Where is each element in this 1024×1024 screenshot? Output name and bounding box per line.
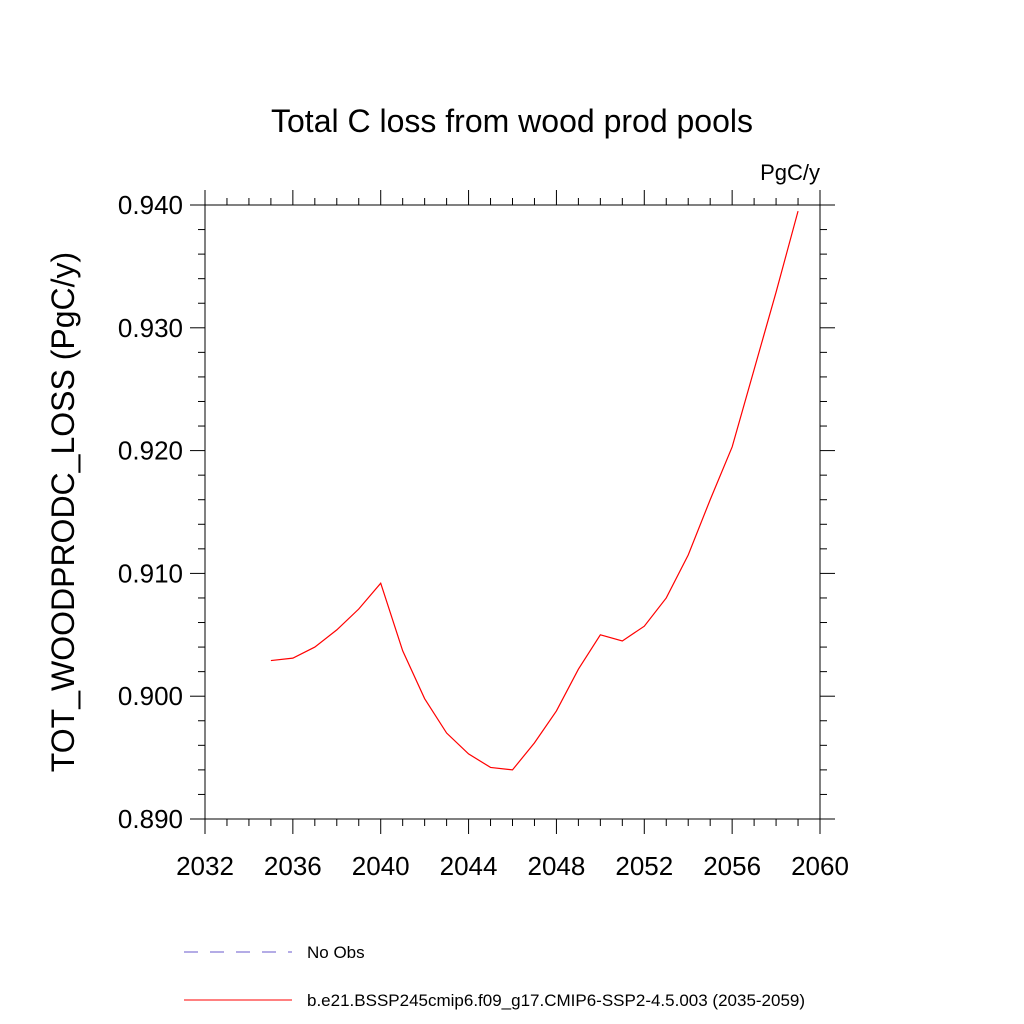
y-tick-label: 0.930 bbox=[118, 313, 183, 343]
y-tick-label: 0.900 bbox=[118, 681, 183, 711]
x-tick-label: 2044 bbox=[440, 851, 498, 881]
y-tick-label: 0.890 bbox=[118, 804, 183, 834]
y-tick-label: 0.940 bbox=[118, 190, 183, 220]
series-group bbox=[270, 210, 799, 771]
legend-label-0: No Obs bbox=[307, 943, 365, 962]
units-label: PgC/y bbox=[760, 160, 820, 185]
x-tick-label: 2052 bbox=[615, 851, 673, 881]
axis-ticks bbox=[190, 190, 835, 834]
plot-frame bbox=[204, 204, 821, 820]
y-tick-label: 0.910 bbox=[118, 558, 183, 588]
y-tick-label: 0.920 bbox=[118, 436, 183, 466]
chart-title: Total C loss from wood prod pools bbox=[271, 103, 753, 139]
legend-label-1: b.e21.BSSP245cmip6.f09_g17.CMIP6-SSP2-4.… bbox=[307, 991, 805, 1010]
x-tick-label: 2060 bbox=[791, 851, 849, 881]
legend: No Obs b.e21.BSSP245cmip6.f09_g17.CMIP6-S… bbox=[184, 943, 805, 1010]
axis-tick-labels: 2032 2036 2040 2044 2048 2052 2056 2060 0.890 0.9… bbox=[118, 190, 849, 881]
x-tick-label: 2036 bbox=[264, 851, 322, 881]
x-tick-label: 2048 bbox=[528, 851, 586, 881]
y-axis-label: TOT_WOODPRODC_LOSS (PgC/y) bbox=[45, 252, 81, 772]
x-tick-label: 2040 bbox=[352, 851, 410, 881]
x-tick-label: 2056 bbox=[703, 851, 761, 881]
series-line-0 bbox=[270, 210, 799, 771]
x-tick-label: 2032 bbox=[176, 851, 234, 881]
